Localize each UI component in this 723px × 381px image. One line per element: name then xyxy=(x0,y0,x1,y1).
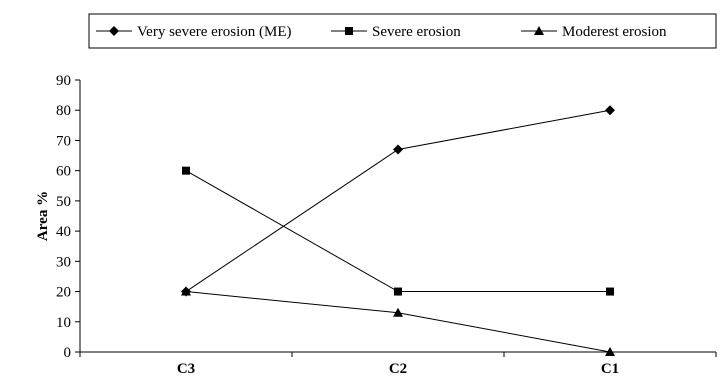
legend-box xyxy=(88,13,717,49)
legend-label: Moderest erosion xyxy=(562,24,667,40)
data-point-square xyxy=(182,166,190,175)
y-tick-label: 40 xyxy=(56,224,71,240)
y-tick-label: 20 xyxy=(56,285,71,301)
series-line-diamond xyxy=(185,109,611,292)
y-tick-label: 90 xyxy=(56,73,71,89)
y-tick-label: 80 xyxy=(56,103,71,119)
legend: Very severe erosion (ME) Severe erosion Mo… xyxy=(88,13,717,49)
y-tick-label: 50 xyxy=(56,194,71,210)
y-axis-title: Area % xyxy=(35,191,51,241)
y-tick-label: 10 xyxy=(56,315,71,331)
data-point-diamond xyxy=(605,105,615,116)
data-point-square xyxy=(394,287,402,296)
x-category-label: C2 xyxy=(389,361,407,377)
legend-label: Severe erosion xyxy=(372,24,461,40)
data-point-triangle xyxy=(605,347,615,356)
y-tick-label: 30 xyxy=(56,254,71,270)
data-point-triangle xyxy=(393,307,403,317)
data-point-diamond xyxy=(393,144,403,155)
legend-marker-diamond xyxy=(109,26,119,36)
x-category-label: C1 xyxy=(601,361,619,377)
x-category-label: C3 xyxy=(177,361,195,377)
y-tick-label: 60 xyxy=(56,164,71,180)
legend-label: Very severe erosion (ME) xyxy=(137,24,292,40)
legend-marker-triangle xyxy=(534,26,544,35)
y-tick-label: 0 xyxy=(64,345,72,361)
y-tick-label: 70 xyxy=(56,133,71,149)
series-line-triangle xyxy=(185,291,611,353)
series-line-square xyxy=(185,170,610,293)
legend-marker-square xyxy=(345,27,353,35)
data-point-triangle xyxy=(181,286,191,296)
data-point-square xyxy=(606,287,614,296)
